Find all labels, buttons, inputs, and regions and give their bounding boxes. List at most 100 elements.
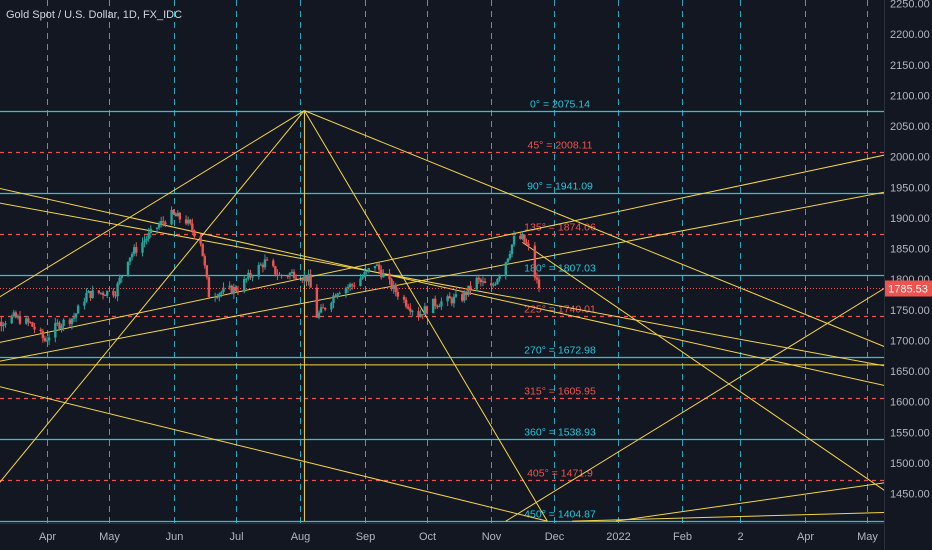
candle-body	[346, 287, 350, 289]
candle-body	[234, 286, 238, 291]
candle-body	[186, 219, 190, 224]
candle-body	[460, 294, 464, 301]
candle-body	[263, 259, 267, 268]
candle-body	[31, 322, 34, 327]
last-price-tag-bg	[885, 280, 932, 297]
price-tick-label: 1900.00	[890, 213, 930, 225]
candle-body	[213, 296, 217, 298]
candle-body	[83, 301, 86, 306]
candle-body	[236, 290, 240, 292]
fan-line	[572, 512, 884, 522]
candle-body	[249, 272, 252, 277]
candle-body	[174, 213, 177, 217]
candle-body	[130, 253, 134, 258]
gann-fan-lines	[0, 110, 884, 522]
candle-body	[411, 311, 414, 313]
candle-body	[469, 285, 472, 290]
candle-body	[292, 271, 296, 278]
fan-line	[615, 482, 884, 522]
candle-body	[506, 258, 510, 263]
candle-body	[39, 329, 42, 332]
candle-body	[141, 242, 144, 253]
candle-body	[56, 322, 59, 324]
candle-body	[498, 275, 501, 280]
candle-body	[417, 311, 420, 318]
price-tick-label: 2150.00	[890, 60, 930, 72]
candle-body	[305, 275, 308, 282]
fan-line	[522, 241, 884, 491]
price-tick-label: 2000.00	[890, 152, 930, 164]
level-label: 315° = 1605.95	[524, 386, 596, 398]
time-tick-label: Oct	[419, 531, 436, 543]
candle-body	[54, 323, 57, 338]
candle-body	[317, 312, 321, 318]
time-tick-label: May	[99, 531, 120, 543]
candle-body	[18, 316, 22, 324]
last-price-tag-text: 1785.53	[888, 284, 928, 296]
price-tick-label: 2250.00	[890, 0, 930, 11]
candle-body	[481, 281, 485, 283]
candle-body	[4, 323, 7, 325]
level-label: 360° = 1538.93	[524, 427, 596, 439]
candle-body	[525, 242, 528, 244]
time-tick-label: May	[857, 531, 878, 543]
candle-body	[361, 276, 364, 279]
candle-body	[91, 290, 94, 299]
price-tick-label: 1600.00	[890, 397, 930, 409]
candle-body	[431, 298, 435, 314]
candle-body	[446, 296, 449, 302]
candle-body	[332, 295, 335, 303]
candle-body	[101, 292, 105, 296]
candle-body	[201, 243, 204, 257]
candle-body	[483, 281, 487, 284]
candle-body	[58, 322, 61, 329]
candle-body	[334, 295, 337, 297]
candle-body	[452, 296, 456, 304]
candle-body	[438, 306, 441, 308]
candle-body	[535, 277, 539, 280]
candle-body	[348, 284, 352, 288]
level-label: 405° = 1471.9	[527, 468, 593, 480]
candle-body	[315, 287, 319, 318]
time-tick-label: Jul	[229, 531, 243, 543]
candle-body	[99, 292, 103, 294]
candle-body	[43, 338, 47, 341]
candle-body	[106, 290, 109, 296]
time-tick-label: Apr	[39, 531, 56, 543]
level-label: 450° = 1404.87	[524, 509, 596, 521]
candle-body	[425, 306, 429, 314]
candle-body	[2, 324, 5, 327]
candle-body	[419, 314, 422, 318]
time-tick-label: Aug	[291, 531, 311, 543]
candle-body	[261, 264, 265, 268]
level-label: 270° = 1672.98	[524, 345, 596, 357]
candle-body	[29, 321, 32, 323]
time-tick-label: Jun	[166, 531, 184, 543]
fan-line	[0, 188, 884, 386]
candle-body	[176, 212, 179, 217]
candle-body	[243, 278, 246, 292]
candle-body	[247, 272, 250, 279]
candle-body	[41, 331, 45, 339]
candle-body	[193, 230, 196, 237]
candle-body	[301, 278, 304, 281]
candle-body	[145, 238, 148, 241]
candle-body	[222, 287, 225, 292]
candle-body	[114, 295, 117, 297]
price-tick-label: 2100.00	[890, 90, 930, 102]
level-label: 0° = 2075.14	[530, 99, 590, 111]
candle-body	[0, 321, 3, 327]
time-tick-label: Nov	[482, 531, 502, 543]
candle-body	[170, 210, 173, 225]
time-axis[interactable]: Apr May Jun Jul Aug Sep Oct Nov Dec 2022 Feb 2 Apr Ma…	[39, 531, 878, 543]
gann-levels: 0° = 2075.14 45° = 2008.11 90° = 1941.09 13…	[0, 99, 884, 523]
candle-body	[392, 284, 395, 290]
candle-body	[490, 283, 493, 286]
level-label: 225° = 1740.01	[524, 304, 596, 316]
candle-body	[436, 305, 439, 307]
candle-body	[519, 235, 522, 239]
candle-body	[157, 224, 161, 228]
fan-line	[0, 110, 305, 298]
candle-body	[112, 290, 115, 296]
